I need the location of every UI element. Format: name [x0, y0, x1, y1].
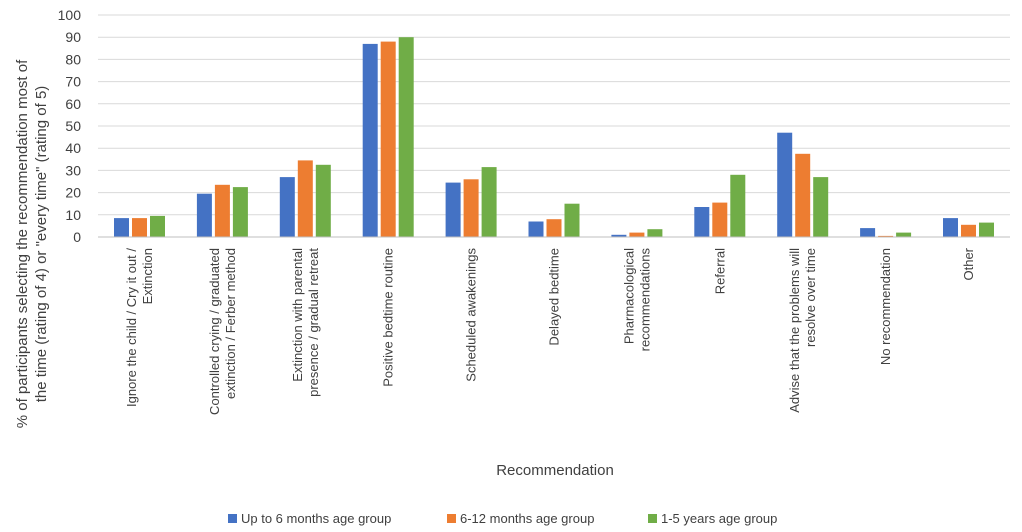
bar [694, 207, 710, 237]
bar [564, 203, 580, 237]
gridlines [98, 14, 1010, 216]
bar [279, 177, 295, 237]
bar [647, 229, 663, 237]
bar [730, 174, 746, 237]
bar [777, 132, 793, 237]
bar [114, 218, 129, 237]
x-tick-label: Ignore the child / Cry it out /Extinctio… [124, 248, 155, 407]
x-tick-label: Scheduled awakenings [464, 248, 479, 382]
x-axis-title: Recommendation [496, 462, 614, 479]
category-labels: Ignore the child / Cry it out /Extinctio… [124, 247, 976, 415]
y-tick-label: 90 [65, 29, 81, 45]
bar [150, 215, 165, 237]
y-tick-label: 50 [65, 118, 81, 134]
bar [398, 37, 414, 238]
bar [813, 177, 829, 237]
legend-swatch [648, 514, 657, 523]
y-axis-ticks: 0 10 20 30 40 50 60 70 80 90 100 [58, 7, 82, 245]
bar [629, 232, 645, 237]
x-tick-label: Controlled crying / graduatedextinction … [207, 248, 238, 415]
bar [132, 218, 147, 237]
y-tick-label: 40 [65, 140, 81, 156]
y-tick-label: 10 [65, 207, 81, 223]
x-tick-label: No recommendation [878, 248, 893, 365]
legend-swatch [447, 514, 456, 523]
bar [712, 202, 728, 237]
y-tick-label: 100 [58, 7, 82, 23]
legend-item: 6-12 months age group [447, 511, 594, 526]
bar [297, 160, 313, 237]
bar [528, 221, 544, 237]
x-tick-label: Advise that the problems willresolve ove… [787, 248, 818, 413]
bar [463, 179, 479, 237]
x-tick-label: Other [961, 247, 976, 280]
bar [481, 167, 497, 237]
x-tick-label: Referral [712, 248, 727, 294]
legend-item: 1-5 years age group [648, 511, 777, 526]
x-tick-label: Delayed bedtime [547, 248, 562, 346]
y-tick-label: 20 [65, 185, 81, 201]
y-tick-label: 80 [65, 51, 81, 67]
y-tick-label: 30 [65, 162, 81, 178]
x-tick-label: Positive bedtime routine [381, 248, 396, 387]
y-tick-label: 60 [65, 96, 81, 112]
legend-label: 6-12 months age group [460, 511, 594, 526]
bar [611, 234, 627, 237]
bar [315, 164, 331, 237]
bars [114, 37, 994, 238]
bar [445, 182, 461, 237]
legend-item: Up to 6 months age group [228, 511, 391, 526]
bar [795, 153, 811, 238]
bar [860, 228, 876, 237]
y-tick-label: 0 [73, 229, 81, 245]
x-tick-label: Pharmacologicalrecommendations [621, 248, 652, 352]
bar [214, 184, 230, 237]
bar [896, 232, 912, 237]
bar [232, 187, 248, 237]
x-tick-label: Extinction with parentalpresence / gradu… [290, 248, 321, 397]
legend-label: Up to 6 months age group [241, 511, 391, 526]
legend: Up to 6 months age group 6-12 months age … [228, 511, 777, 526]
bar [878, 235, 894, 237]
bar [943, 218, 958, 237]
y-tick-label: 70 [65, 74, 81, 90]
legend-label: 1-5 years age group [661, 511, 777, 526]
bar [380, 41, 396, 237]
bar [362, 43, 378, 238]
bar [546, 219, 562, 237]
bar [196, 193, 212, 237]
legend-swatch [228, 514, 237, 523]
bar [961, 224, 976, 237]
bar [979, 222, 994, 237]
y-axis-title: % of participants selecting the recommen… [14, 59, 50, 428]
